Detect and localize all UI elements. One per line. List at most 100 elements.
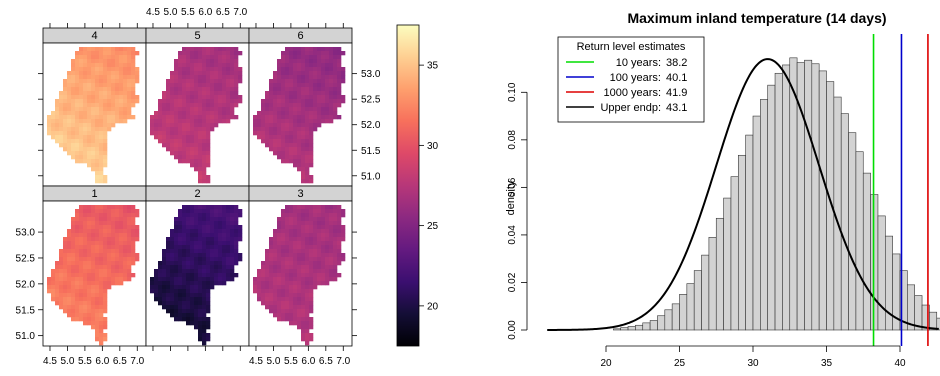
panel-label: 4 [91, 30, 97, 42]
colorbar-ticks: 20 25 30 35 [419, 61, 439, 312]
panel-label: 5 [194, 30, 200, 42]
map-x-tick-label: 6.0 [301, 356, 315, 367]
map-x-tick-label: 5.0 [60, 356, 74, 367]
histogram-bar [701, 254, 710, 331]
histogram-title: Maximum inland temperature (14 days) [627, 10, 886, 26]
histogram-bar [627, 326, 636, 331]
histogram-bar [760, 99, 768, 331]
x-tick-label: 25 [674, 358, 686, 369]
histogram-bar [862, 172, 871, 331]
map-y-tick-label: 52.0 [16, 279, 36, 290]
histogram-bar [693, 270, 702, 331]
histogram-bar [686, 283, 695, 331]
panel-label: 2 [194, 188, 200, 200]
map-x-tick-label: 5.0 [266, 356, 280, 367]
histogram-bar [671, 303, 680, 331]
x-tick-label: 40 [894, 358, 906, 369]
colorbar-tick-label: 30 [427, 141, 439, 152]
map-x-tick-label: 4.5 [146, 7, 160, 18]
legend-value: 41.9 [666, 87, 687, 99]
map-y-tick-label: 52.5 [361, 95, 381, 106]
histogram-bar [642, 322, 651, 331]
x-tick-label: 35 [821, 358, 833, 369]
map-x-tick-label: 6.5 [319, 356, 333, 367]
map-x-tick-label: 5.0 [163, 7, 177, 18]
histogram-bar [811, 63, 820, 331]
histogram-bar [620, 327, 629, 331]
histogram-axes: 0.00 0.02 0.04 0.06 0.08 0.10 20 25 30 35 40 [507, 82, 906, 369]
colorbar-tick-label: 25 [427, 221, 439, 232]
histogram-bar [657, 315, 666, 331]
legend-label: 100 years: [610, 72, 661, 84]
histogram-bar [818, 70, 827, 331]
map-y-tick-label: 51.0 [361, 171, 381, 182]
histogram-bar [730, 176, 739, 331]
map-cells [253, 47, 346, 184]
map-cells [47, 205, 140, 346]
return-level-lines [872, 34, 929, 346]
map-x-tick-label: 5.5 [78, 356, 92, 367]
map-y-tick-label: 53.0 [16, 228, 36, 239]
map-x-tick-label: 7.0 [130, 356, 144, 367]
histogram-bar [679, 294, 688, 331]
map-cells [47, 47, 140, 184]
histogram-bar [745, 134, 754, 331]
y-tick-label: 0.00 [507, 320, 518, 340]
x-tick-label: 20 [600, 358, 612, 369]
histogram-bar [664, 309, 673, 331]
histogram-bar [752, 115, 761, 331]
legend-value: 40.1 [666, 72, 687, 84]
histogram-bar [715, 217, 724, 331]
map-x-tick-label: 5.5 [284, 356, 298, 367]
colorbar-tick-label: 35 [427, 61, 439, 72]
colorbar-gradient [396, 24, 420, 347]
histogram-bar [855, 151, 864, 331]
colorbar-tick-label: 20 [427, 301, 439, 312]
map-x-tick-label: 6.5 [216, 7, 230, 18]
map-y-tick-label: 53.0 [361, 69, 381, 80]
map-y-tick-label: 51.0 [16, 331, 36, 342]
histogram-bar [782, 64, 791, 331]
map-axes: 4.5 5.0 5.5 6.0 6.5 7.0 4.5 5.0 5.5 6.0 6.5 7.04.5 5… [16, 7, 381, 367]
legend-value: 38.2 [666, 57, 687, 69]
map-x-tick-label: 6.5 [113, 356, 127, 367]
legend-label: 1000 years: [604, 87, 661, 99]
map-x-tick-label: 7.0 [233, 7, 247, 18]
map-panel-5: 5 [145, 27, 250, 187]
histogram-bar [723, 197, 732, 331]
map-panel-6: 6 [248, 27, 353, 187]
map-cells [150, 205, 243, 346]
map-x-tick-label: 7.0 [336, 356, 350, 367]
panel-label: 3 [297, 188, 303, 200]
histogram-bar [848, 132, 857, 331]
map-panel-3: 3 [248, 185, 353, 347]
map-cells [150, 47, 243, 184]
map-x-tick-label: 4.5 [43, 356, 57, 367]
histogram-bar [936, 317, 940, 331]
histogram-bar [840, 113, 849, 331]
legend: Return level estimates 10 years: 38.2 100 … [557, 36, 705, 123]
x-tick-label: 30 [747, 358, 759, 369]
y-tick-label: 0.10 [507, 82, 518, 102]
colorbar: 20 25 30 35 [396, 24, 439, 347]
histogram-bar [737, 154, 746, 331]
legend-box [557, 36, 705, 123]
histogram-bar [767, 84, 776, 331]
histogram-bar [613, 328, 621, 331]
map-panel-4: 4 [42, 27, 147, 187]
histogram-bar [649, 320, 658, 331]
legend-label: Upper endp: [600, 102, 661, 114]
legend-value: 43.1 [666, 102, 687, 114]
map-cells [253, 205, 346, 346]
map-y-tick-label: 52.0 [361, 120, 381, 131]
y-tick-label: 0.08 [507, 130, 518, 150]
panel-label: 6 [297, 30, 303, 42]
histogram-bar [774, 72, 783, 331]
map-panel-2: 2 [145, 185, 250, 347]
panel-label: 1 [91, 188, 97, 200]
map-y-tick-label: 51.5 [16, 305, 36, 316]
y-axis-title: density [505, 180, 517, 215]
y-tick-label: 0.06 [507, 177, 518, 197]
histogram-bar [877, 215, 886, 331]
